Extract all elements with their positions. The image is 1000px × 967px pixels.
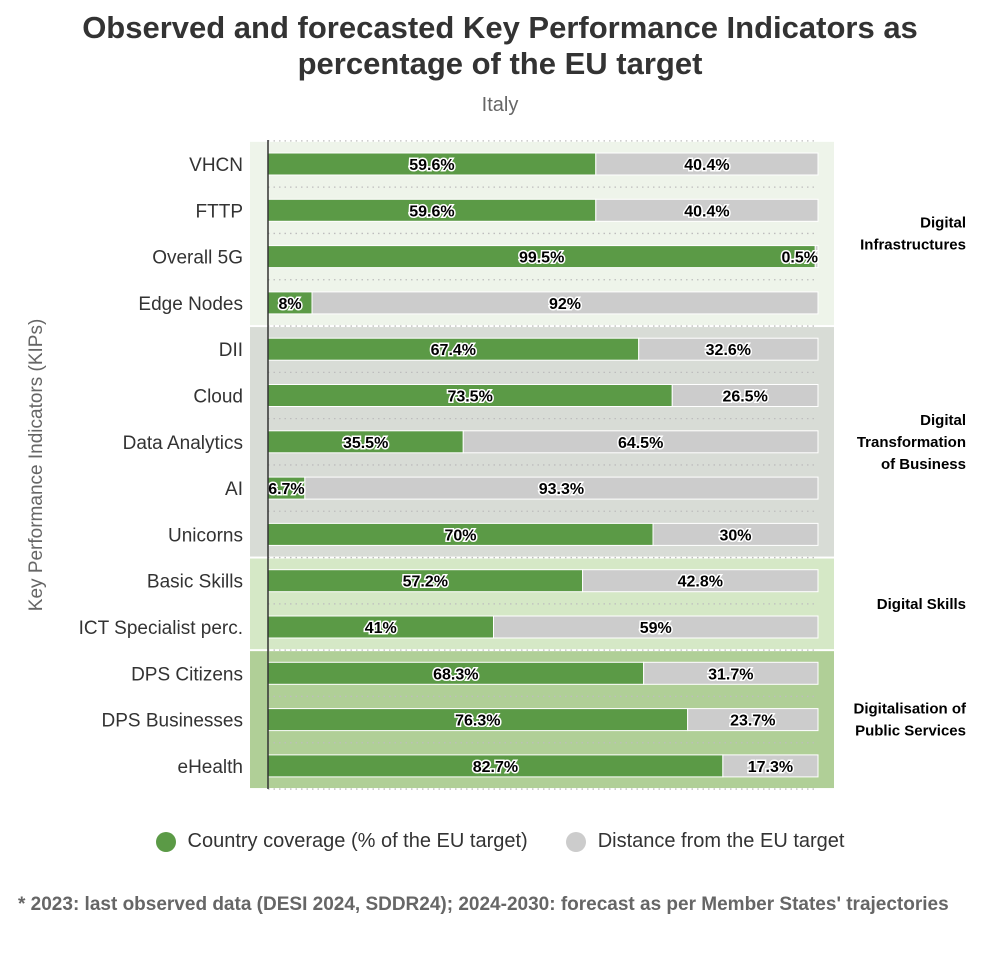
bar-distance-7 (304, 476, 819, 500)
label-distance-1: 40.4% (684, 203, 729, 220)
group-label-2-line-0: Digital Skills (877, 596, 966, 613)
category-label-2: Overall 5G (152, 248, 243, 269)
bar-distance-12 (687, 708, 819, 732)
bar-distance-5 (671, 384, 819, 407)
label-coverage-9: 57.2% (403, 574, 448, 591)
label-coverage-5: 73.5% (447, 389, 492, 406)
bar-distance-0 (595, 152, 819, 176)
bar-distance-13 (722, 754, 819, 778)
legend-item-coverage[interactable]: Country coverage (% of the EU target) (155, 830, 528, 853)
legend-distance-label: Distance from the EU target (597, 830, 845, 852)
category-label-0: VHCN (189, 155, 243, 176)
category-label-11: DPS Citizens (131, 664, 243, 685)
group-label-3-line-0: Digitalisation of (854, 701, 968, 718)
legend-distance-swatch (565, 831, 586, 852)
category-label-5: Cloud (193, 387, 243, 408)
label-coverage-11: 68.3% (433, 666, 478, 683)
chart-legend: Country coverage (% of the EU target) Di… (0, 830, 1000, 853)
bar-distance-3 (311, 291, 819, 315)
label-coverage-6: 35.5% (343, 435, 388, 452)
label-distance-4: 32.6% (706, 342, 751, 359)
category-label-7: AI (225, 479, 243, 500)
bar-distance-8 (652, 522, 819, 546)
footnote: * 2023: last observed data (DESI 2024, S… (18, 894, 949, 915)
bar-distance-1 (595, 198, 819, 222)
label-distance-0: 40.4% (684, 157, 729, 174)
label-coverage-0: 59.6% (409, 157, 454, 174)
category-label-13: eHealth (178, 757, 244, 778)
legend-coverage-label: Country coverage (% of the EU target) (187, 830, 528, 852)
group-label-1-line-0: Digital (920, 412, 966, 429)
label-distance-12: 23.7% (730, 713, 775, 730)
bar-distance-4 (638, 337, 819, 361)
category-label-1: FTTP (196, 201, 244, 222)
label-distance-10: 59% (640, 620, 672, 637)
category-label-8: Unicorns (168, 525, 243, 546)
chart-plot: 59.6% 40.4% 59.6% 40.4% 99.5% 0.5% 8% 92% 67.4% 3… (26, 140, 968, 790)
label-coverage-10: 41% (365, 620, 397, 637)
group-label-0-line-0: Digital (920, 214, 966, 231)
label-distance-7: 93.3% (539, 481, 584, 498)
category-label-3: Edge Nodes (138, 294, 243, 315)
label-distance-8: 30% (719, 527, 751, 544)
label-distance-2: 0.5% (782, 250, 818, 267)
label-distance-13: 17.3% (748, 759, 793, 776)
label-coverage-4: 67.4% (431, 342, 476, 359)
bar-distance-9 (582, 569, 819, 593)
label-coverage-13: 82.7% (473, 759, 518, 776)
label-coverage-8: 70% (444, 527, 476, 544)
label-coverage-12: 76.3% (455, 713, 500, 730)
bar-distance-11 (643, 661, 819, 685)
label-coverage-3: 8% (278, 296, 301, 313)
group-label-1-line-1: Transformation (857, 434, 966, 451)
category-label-9: Basic Skills (147, 572, 243, 593)
bar-distance-2 (814, 245, 819, 269)
legend-coverage-swatch (155, 831, 176, 852)
label-coverage-7: 6.7% (268, 481, 304, 498)
label-distance-11: 31.7% (708, 666, 753, 683)
category-label-4: DII (219, 340, 243, 361)
chart-title: Observed and forecasted Key Performance … (82, 10, 918, 81)
category-label-6: Data Analytics (123, 433, 243, 454)
label-distance-6: 64.5% (618, 435, 663, 452)
chart-subtitle: Italy (481, 94, 519, 116)
label-distance-5: 26.5% (722, 389, 767, 406)
label-distance-9: 42.8% (678, 574, 723, 591)
legend-item-distance[interactable]: Distance from the EU target (565, 830, 845, 853)
bar-distance-6 (462, 430, 819, 454)
y-axis-title: Key Performance Indicators (KIPs) (26, 319, 47, 612)
group-label-1-line-2: of Business (881, 456, 966, 473)
label-coverage-2: 99.5% (519, 250, 564, 267)
label-coverage-1: 59.6% (409, 203, 454, 220)
group-label-0-line-1: Infrastructures (860, 236, 966, 253)
category-label-12: DPS Businesses (101, 711, 243, 732)
group-label-3-line-1: Public Services (855, 723, 966, 740)
label-distance-3: 92% (549, 296, 581, 313)
bar-distance-10 (493, 615, 819, 639)
category-label-10: ICT Specialist perc. (79, 618, 243, 639)
